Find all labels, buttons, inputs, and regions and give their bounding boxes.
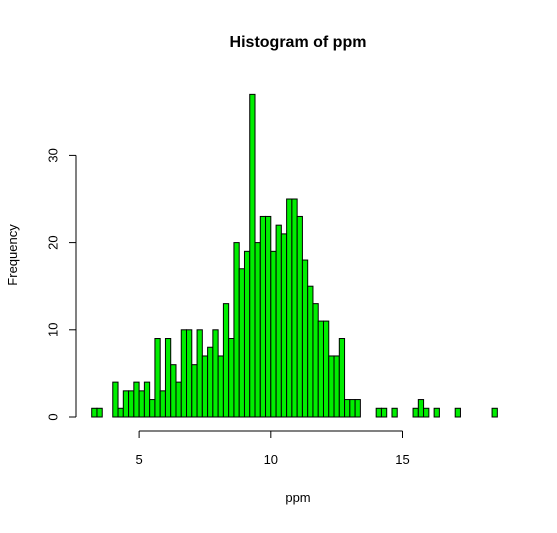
histogram-bar: [138, 390, 145, 418]
histogram-bar: [344, 399, 351, 418]
histogram-bar: [265, 215, 272, 418]
histogram-bar: [433, 407, 440, 418]
histogram-bar: [143, 381, 151, 418]
histogram-bar: [243, 250, 251, 418]
histogram-bar: [317, 320, 324, 418]
histogram-bar: [349, 399, 356, 418]
histogram-bar: [238, 268, 245, 418]
histogram-bar: [122, 390, 130, 418]
histogram-bar: [270, 250, 277, 418]
histogram-bar: [491, 407, 498, 418]
histogram-bar: [133, 381, 140, 418]
x-axis: 5 10 15: [135, 430, 410, 467]
histogram-bar: [412, 407, 419, 418]
histogram-bar: [333, 355, 340, 418]
histogram-bar: [149, 399, 156, 418]
histogram-bar: [186, 329, 193, 418]
histogram-bar: [128, 390, 135, 418]
histogram-bar: [301, 259, 309, 418]
histogram-bar: [233, 242, 240, 418]
histogram-bar: [280, 233, 288, 418]
histogram-bar: [322, 320, 330, 418]
y-tick-label: 20: [46, 235, 61, 249]
histogram-bar: [286, 198, 293, 418]
histogram-bar: [96, 407, 103, 418]
histogram-bar: [254, 242, 261, 418]
y-axis: 0 10 20 30: [46, 148, 77, 421]
histogram-bar: [170, 364, 177, 418]
histogram-bar: [212, 329, 219, 418]
x-tick-label: 15: [395, 452, 409, 467]
histogram-bar: [154, 338, 161, 418]
histogram-bar: [259, 215, 267, 418]
histogram-bar: [222, 303, 230, 418]
histogram-bar: [196, 329, 203, 418]
histogram-bar: [338, 338, 346, 418]
histogram-bar: [159, 390, 166, 418]
y-tick-label: 0: [46, 413, 61, 420]
histogram-bar: [275, 224, 282, 418]
histogram-bar: [164, 338, 172, 418]
histogram-bar: [312, 303, 319, 418]
histogram-bar: [249, 93, 256, 418]
histogram-bar: [391, 407, 398, 418]
histogram-bar: [417, 399, 425, 418]
histogram-bar: [328, 355, 335, 418]
histogram-bar: [307, 285, 314, 418]
histogram-bar: [380, 407, 388, 418]
y-tick-label: 30: [46, 148, 61, 162]
histogram-bars: [91, 93, 498, 418]
histogram-bar: [117, 407, 124, 418]
histogram-bar: [180, 329, 188, 418]
histogram-bar: [191, 364, 198, 418]
x-tick-label: 5: [135, 452, 142, 467]
histogram-bar: [291, 198, 298, 418]
y-tick-label: 10: [46, 323, 61, 337]
histogram-bar: [423, 407, 430, 418]
histogram-bar: [454, 407, 461, 418]
histogram-bar: [354, 399, 361, 418]
histogram-bar: [112, 381, 119, 418]
y-axis-label: Frequency: [5, 224, 20, 286]
histogram-bar: [217, 355, 224, 418]
histogram-bar: [207, 346, 214, 418]
x-tick-label: 10: [264, 452, 278, 467]
x-axis-label: ppm: [285, 490, 310, 505]
histogram-bar: [175, 381, 182, 418]
histogram-bar: [375, 407, 382, 418]
histogram-bar: [228, 338, 235, 418]
histogram-bar: [296, 215, 303, 418]
histogram-bar: [91, 407, 98, 418]
chart-title: Histogram of ppm: [230, 34, 367, 51]
histogram-bar: [201, 355, 209, 418]
